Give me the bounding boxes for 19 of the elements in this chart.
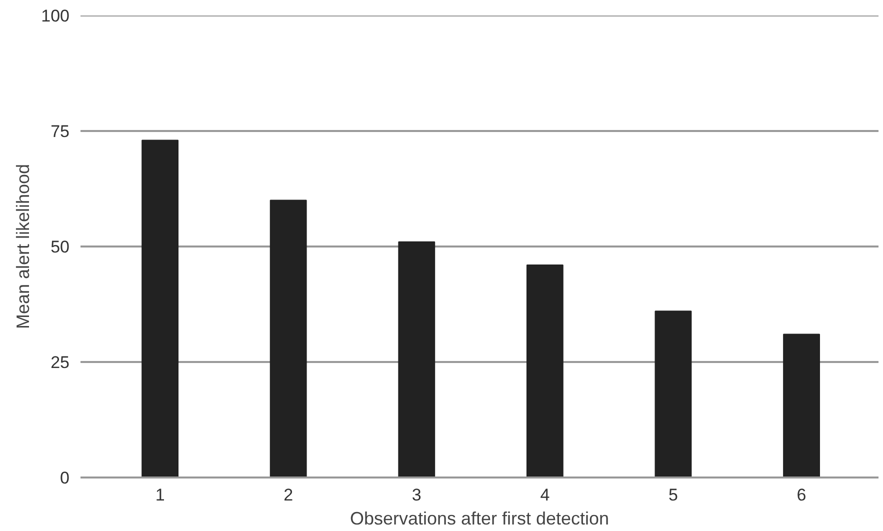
bar: [526, 264, 564, 478]
y-tick-label: 25: [50, 353, 70, 372]
x-tick-label: 4: [540, 486, 550, 504]
bar: [783, 334, 820, 478]
y-tick-label: 75: [50, 122, 70, 141]
bar: [398, 241, 436, 478]
x-tick-label: 6: [796, 486, 806, 504]
x-tick-label: 3: [412, 486, 422, 504]
x-tick-label: 2: [284, 486, 294, 504]
x-tick-label: 1: [155, 486, 165, 504]
bar: [654, 310, 692, 478]
y-tick-label: 0: [60, 468, 70, 488]
y-tick-label: 50: [50, 238, 70, 256]
y-axis-title: Mean alert likelihood: [13, 164, 34, 330]
bar: [270, 200, 307, 478]
bar: [142, 140, 179, 478]
x-axis-title: Observations after first detection: [350, 508, 610, 528]
y-tick-label: 100: [41, 6, 70, 26]
x-tick-label: 5: [668, 486, 678, 504]
